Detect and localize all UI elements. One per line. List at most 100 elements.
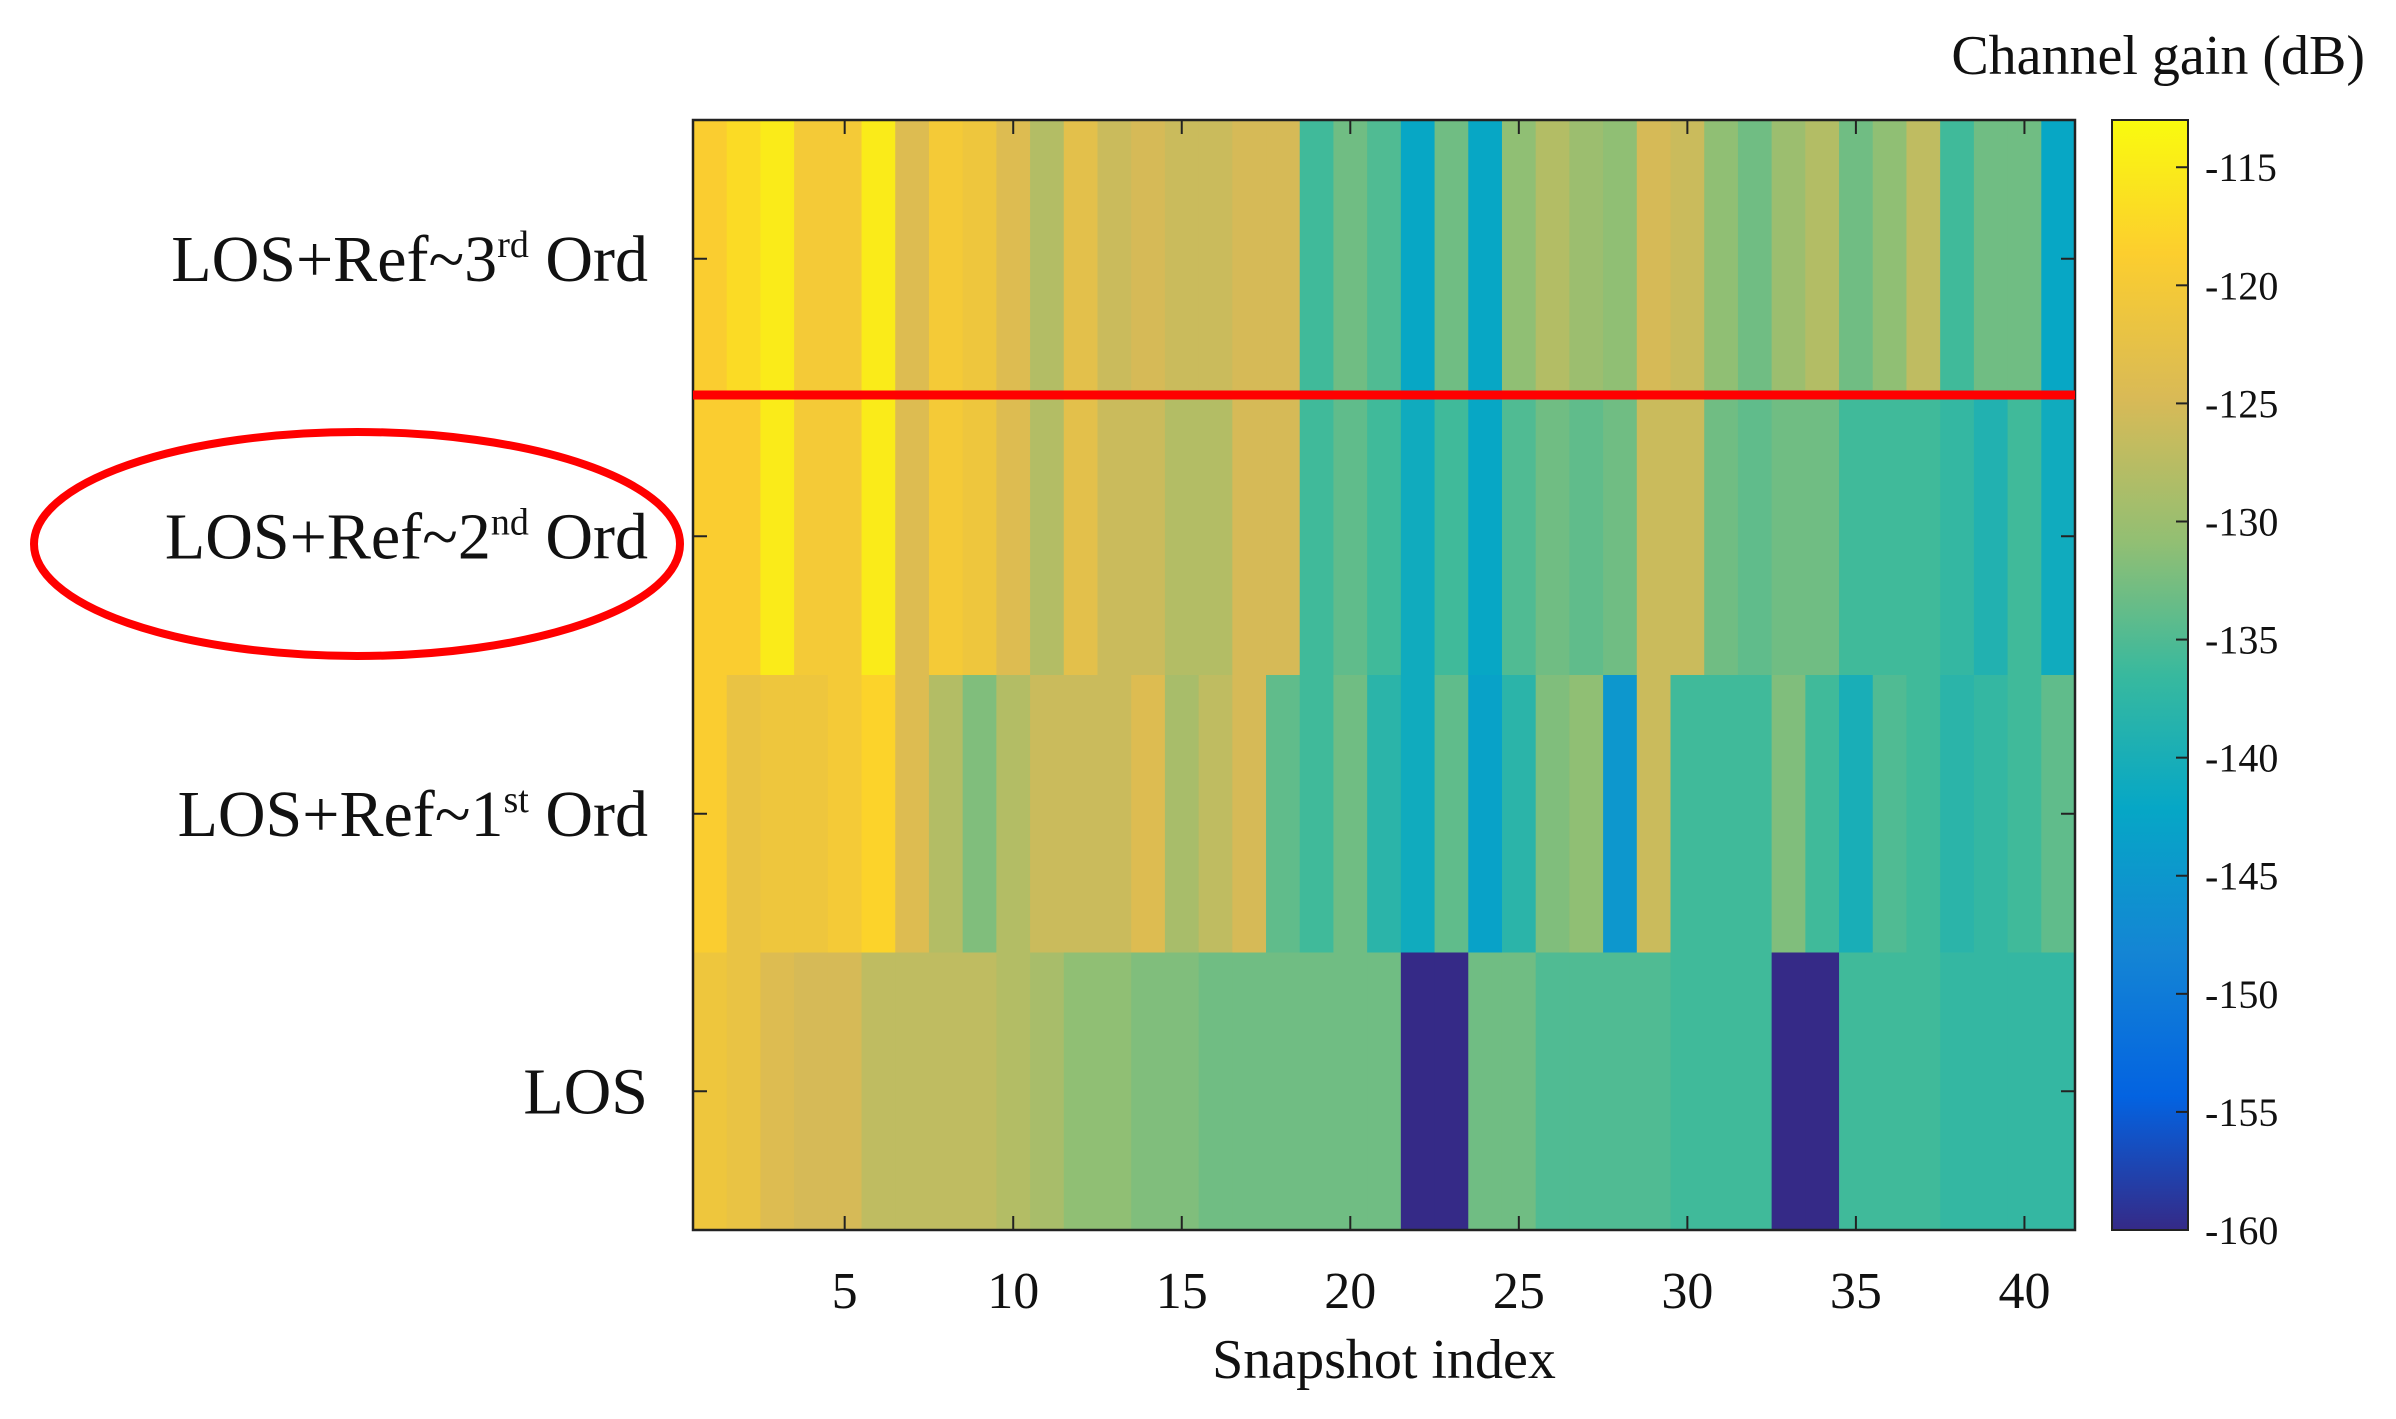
heatmap-cell	[1569, 675, 1604, 954]
highlight-ellipse	[30, 428, 684, 660]
heatmap-cell	[1299, 397, 1335, 676]
x-tick-label: 20	[1324, 1263, 1376, 1320]
heatmap-cell	[1400, 120, 1436, 399]
heatmap-cells	[693, 120, 2076, 1231]
heatmap-cell	[1636, 675, 1672, 954]
heatmap-cell	[928, 675, 964, 954]
heatmap-cell	[1603, 120, 1638, 399]
heatmap-cell	[1266, 675, 1301, 954]
colorbar-tick-label: -135	[2205, 618, 2278, 663]
heatmap-cell	[2007, 397, 2042, 676]
heatmap-cell	[1973, 397, 2009, 676]
heatmap-cell	[726, 952, 762, 1231]
heatmap-cell	[1468, 120, 1503, 399]
heatmap-cell	[1434, 397, 1469, 676]
heatmap-cell	[1973, 952, 2009, 1231]
heatmap-cell	[1063, 120, 1099, 399]
heatmap-cell	[1333, 397, 1368, 676]
x-axis-ticks: 5 10 15 20 25 30 35 40	[832, 120, 2050, 1320]
heatmap-cell	[1973, 120, 2009, 399]
heatmap-cell	[1299, 952, 1335, 1231]
heatmap-cell	[1670, 397, 1705, 676]
heatmap-cell	[895, 675, 930, 954]
heatmap-cell	[726, 397, 762, 676]
y-tick-label: LOS+Ref~2nd Ord	[165, 500, 648, 573]
heatmap-cell	[1468, 952, 1503, 1231]
heatmap-cell	[1164, 675, 1200, 954]
heatmap-cell	[1805, 952, 1840, 1231]
heatmap-cell	[1400, 397, 1436, 676]
heatmap-cell	[794, 120, 829, 399]
plot-frame	[691, 118, 2077, 1232]
heatmap-cell	[1198, 952, 1233, 1231]
heatmap-cell	[1501, 952, 1537, 1231]
heatmap-cell	[1737, 397, 1773, 676]
heatmap-cell	[1501, 675, 1537, 954]
heatmap-cell	[1704, 952, 1739, 1231]
heatmap-cell	[827, 397, 863, 676]
heatmap-cell	[1636, 397, 1672, 676]
heatmap-cell	[1063, 952, 1099, 1231]
heatmap-cell	[1232, 675, 1267, 954]
heatmap-cell	[1063, 675, 1099, 954]
heatmap-cell	[1906, 952, 1941, 1231]
y-tick-label: LOS+Ref~3rd Ord	[171, 223, 648, 296]
heatmap-cell	[928, 397, 964, 676]
colorbar	[2111, 119, 2189, 1231]
heatmap-cell	[1535, 397, 1570, 676]
heatmap-cell	[1704, 675, 1739, 954]
heatmap-cell	[962, 397, 997, 676]
colorbar-tick-label: -160	[2205, 1208, 2278, 1253]
colorbar-tick-label: -130	[2205, 499, 2278, 544]
heatmap-cell	[760, 397, 795, 676]
colorbar-tick-label: -155	[2205, 1090, 2278, 1135]
x-tick-label: 35	[1830, 1263, 1882, 1320]
heatmap-cell	[827, 952, 863, 1231]
heatmap-cell	[1266, 952, 1301, 1231]
heatmap-cell	[794, 675, 829, 954]
heatmap-cell	[726, 675, 762, 954]
heatmap-cell	[1737, 675, 1773, 954]
heatmap-cell	[1063, 397, 1099, 676]
heatmap-cell	[1468, 675, 1503, 954]
heatmap-cell	[1737, 952, 1773, 1231]
heatmap-cell	[1569, 120, 1604, 399]
colorbar-ticks: -115 -120 -125 -130 -135 -140 -145 -150 -155 -160	[2176, 145, 2278, 1253]
heatmap-cell	[1670, 120, 1705, 399]
x-tick-label: 40	[1998, 1263, 2050, 1320]
heatmap-cell	[1299, 675, 1335, 954]
heatmap-cell	[760, 952, 795, 1231]
heatmap-cell	[1805, 675, 1840, 954]
heatmap-cell	[1367, 120, 1402, 399]
heatmap-cell	[1704, 120, 1739, 399]
heatmap-cell	[1131, 397, 1166, 676]
heatmap-cell	[1232, 952, 1267, 1231]
heatmap-cell	[1266, 397, 1301, 676]
heatmap-cell	[1030, 675, 1065, 954]
heatmap-cell	[861, 120, 896, 399]
heatmap-cell	[1232, 397, 1267, 676]
heatmap-cell	[1940, 952, 1975, 1231]
x-tick-label: 15	[1156, 1263, 1208, 1320]
heatmap-cell	[1367, 675, 1402, 954]
heatmap-cell	[1198, 675, 1233, 954]
heatmap-cell	[1367, 397, 1402, 676]
heatmap-cell	[1839, 120, 1874, 399]
heatmap-cell	[1805, 397, 1840, 676]
heatmap-cell	[1030, 952, 1065, 1231]
heatmap-cell	[1434, 675, 1469, 954]
heatmap-cell	[1771, 952, 1806, 1231]
heatmap-cell	[2007, 120, 2042, 399]
heatmap-cell	[726, 120, 762, 399]
heatmap-cell	[760, 675, 795, 954]
heatmap-cell	[1097, 952, 1132, 1231]
heatmap-cell	[1906, 397, 1941, 676]
heatmap-cell	[1198, 120, 1233, 399]
heatmap-cell	[1636, 120, 1672, 399]
heatmap-cell	[794, 397, 829, 676]
colorbar-tick-label: -120	[2205, 263, 2278, 308]
colorbar-tick-label: -125	[2205, 381, 2278, 426]
heatmap-cell	[1872, 397, 1908, 676]
heatmap-cell	[1333, 952, 1368, 1231]
